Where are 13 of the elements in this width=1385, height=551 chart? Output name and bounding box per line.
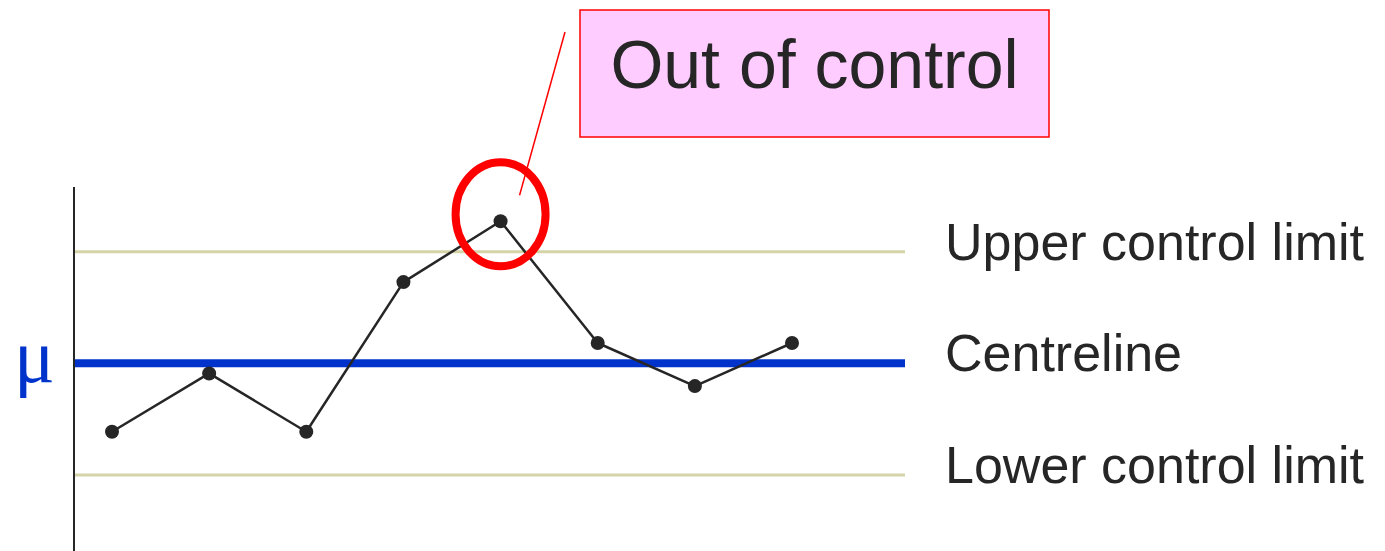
point [202,366,217,381]
point [785,336,799,350]
ref-line-label: Lower control limit [945,435,1365,494]
text: Out of control [610,26,1019,102]
point [105,424,119,439]
point [396,275,411,290]
point [299,424,314,439]
point [687,379,702,394]
point [590,336,605,350]
y-axis-title: μ [14,314,55,398]
ref-line-label: Centreline [945,324,1183,383]
ref-line-label: Upper control limit [945,212,1365,271]
point [493,214,508,229]
